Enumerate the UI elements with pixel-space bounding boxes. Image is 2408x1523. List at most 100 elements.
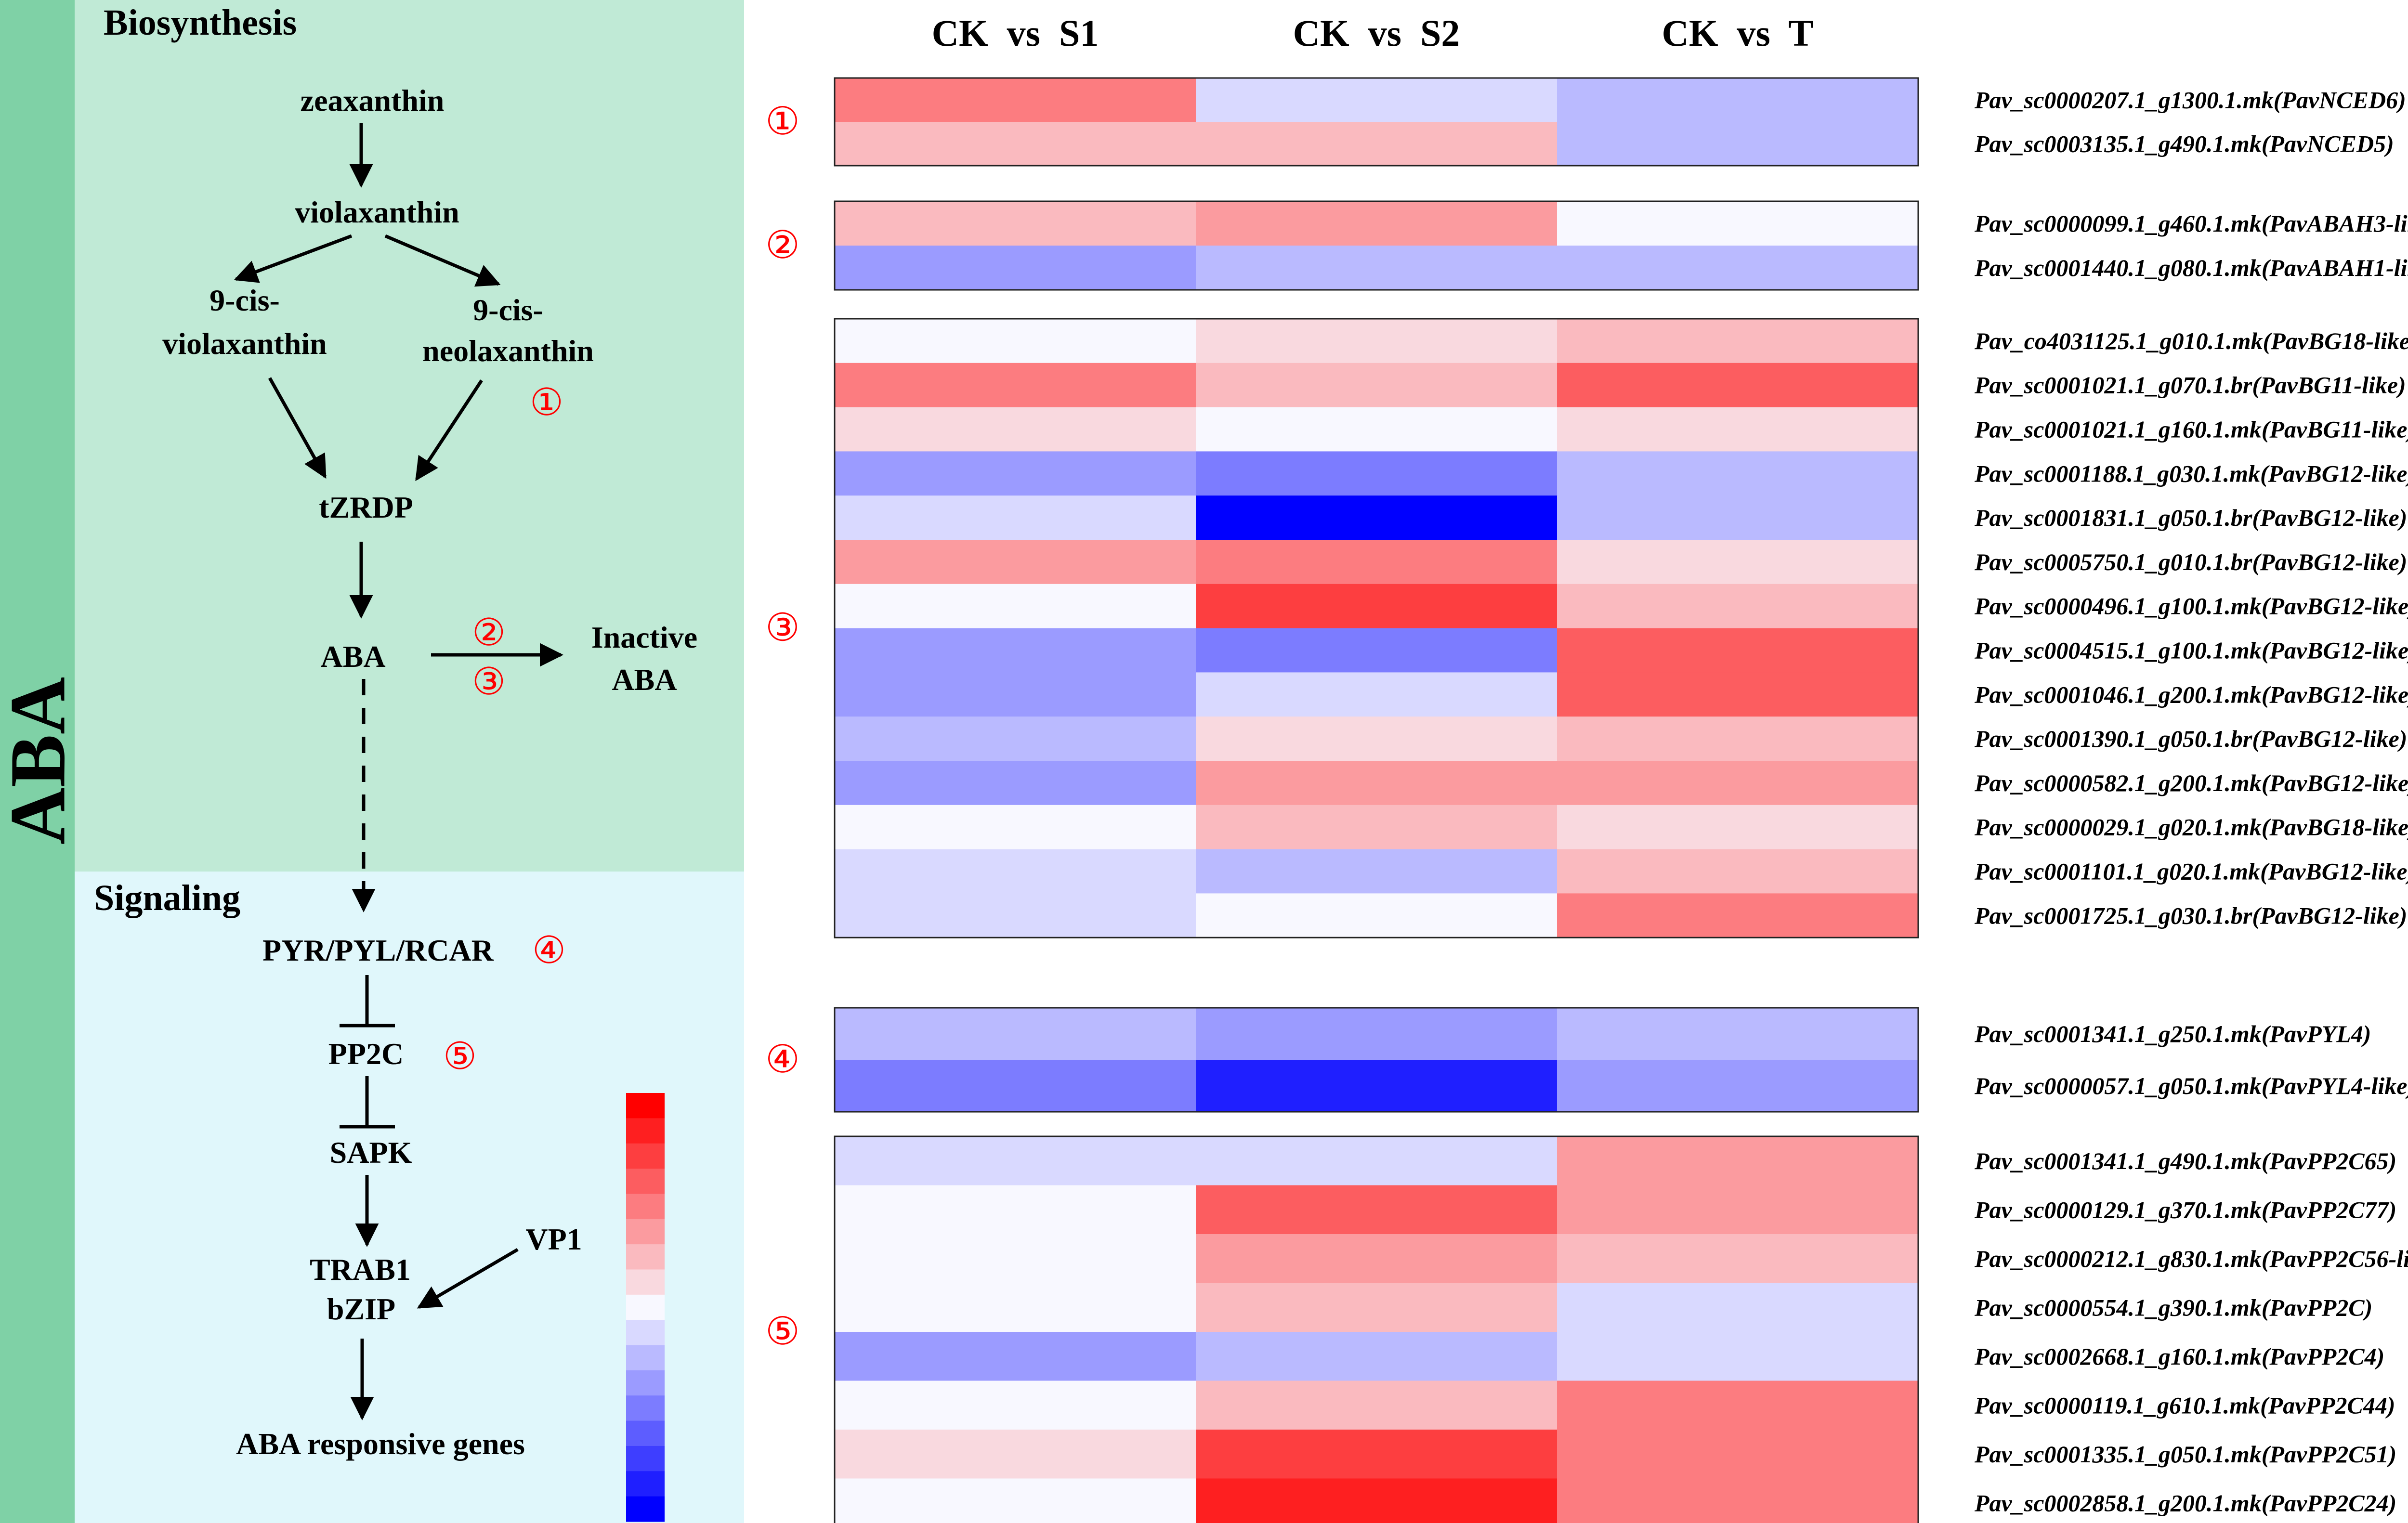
node-pyr-pyl-rcar: PYR/PYL/RCAR xyxy=(262,933,494,967)
gene-group-4: Pav_sc0001341.1_g250.1.mk(PavPYL4) Pav_sc… xyxy=(765,1007,2408,1113)
gene-label: Pav_sc0001725.1_g030.1.br(PavBG12-like) xyxy=(1974,902,2407,929)
heatmap-cell xyxy=(1196,1060,1557,1112)
gene-label: Pav_sc0001101.1_g020.1.mk(PavBG12-like) xyxy=(1974,858,2408,885)
biosynthesis-title: Biosynthesis xyxy=(104,2,297,43)
heatmap-cell xyxy=(1196,1008,1557,1060)
aba-side-bar xyxy=(0,0,75,1523)
heatmap-cell xyxy=(835,805,1196,850)
heatmap-cell xyxy=(835,319,1196,364)
legend-swatch xyxy=(626,1420,665,1446)
heatmap-cell xyxy=(1557,1380,1919,1430)
gene-label: Pav_sc0001021.1_g070.1.br(PavBG11-like) xyxy=(1974,372,2406,399)
gene-group-3: Pav_co4031125.1_g010.1.mk(PavBG18-like) P… xyxy=(765,318,2408,938)
node-9-cis-violaxanthin-line1: 9-cis- xyxy=(209,283,280,317)
gene-label: Pav_sc0000057.1_g050.1.mk(PavPYL4-like) xyxy=(1974,1072,2408,1099)
node-pp2c: PP2C xyxy=(328,1037,404,1071)
node-inactive-aba-line2: ABA xyxy=(612,663,677,697)
group-border xyxy=(834,1007,1919,1113)
gene-label: Pav_sc0003135.1_g490.1.mk(PavNCED5) xyxy=(1974,130,2394,157)
heatmap-cell xyxy=(1196,363,1557,408)
heatmap-cell xyxy=(1557,1185,1919,1235)
heatmap-cell xyxy=(1557,1430,1919,1479)
node-vp1: VP1 xyxy=(525,1222,582,1256)
gene-group-2: Pav_sc0000099.1_g460.1.mk(PavABAH3-like)… xyxy=(765,200,2408,291)
heatmap-cell xyxy=(835,716,1196,761)
gene-label: Pav_sc0001831.1_g050.1.br(PavBG12-like) xyxy=(1974,504,2407,531)
heatmap-cell xyxy=(1196,201,1557,246)
gene-label: Pav_sc0001341.1_g490.1.mk(PavPP2C65) xyxy=(1974,1147,2396,1174)
group-border xyxy=(834,1135,1919,1523)
heatmap-cell xyxy=(835,1283,1196,1332)
legend-swatch xyxy=(626,1118,665,1144)
heatmap-cell xyxy=(1557,893,1919,938)
gene-label: Pav_sc0004515.1_g100.1.mk(PavBG12-like) xyxy=(1974,637,2408,664)
gene-label: Pav_co4031125.1_g010.1.mk(PavBG18-like) xyxy=(1974,327,2408,354)
heatmap-cell xyxy=(1557,1234,1919,1284)
heatmap-cell xyxy=(1557,363,1919,408)
column-header-ck-vs-s1: CK vs S1 xyxy=(932,12,1099,54)
heatmap-cell xyxy=(1196,78,1557,122)
arrow-violaxanthin-9cis-neo xyxy=(384,234,501,287)
heatmap-cell xyxy=(835,893,1196,938)
heatmap-cell xyxy=(835,495,1196,540)
legend-swatch xyxy=(626,1395,665,1421)
node-violaxanthin: violaxanthin xyxy=(295,195,459,229)
heatmap-cell xyxy=(835,1478,1196,1523)
heatmap-cell xyxy=(1557,1283,1919,1332)
column-headers: CK vs S1 CK vs S2 CK vs T xyxy=(932,12,1814,54)
gene-label: Pav_sc0000029.1_g020.1.mk(PavBG18-like) xyxy=(1974,814,2408,841)
heatmap-cell xyxy=(1196,1283,1557,1332)
heatmap-cell xyxy=(1196,1136,1557,1186)
arrow-violaxanthin-9cis-viola xyxy=(234,234,353,283)
heatmap-cell xyxy=(835,363,1196,408)
gene-label: Pav_sc0002668.1_g160.1.mk(PavPP2C4) xyxy=(1974,1343,2384,1370)
gene-label: Pav_sc0000212.1_g830.1.mk(PavPP2C56-like… xyxy=(1974,1245,2408,1272)
gene-label: Pav_sc0002858.1_g200.1.mk(PavPP2C24) xyxy=(1974,1489,2396,1516)
legend-swatch xyxy=(626,1496,665,1522)
group-marker: ⑤ xyxy=(765,1311,800,1353)
gene-label: Pav_sc0001046.1_g200.1.mk(PavBG12-like) xyxy=(1974,681,2408,708)
group-border xyxy=(834,318,1919,938)
gene-label: Pav_sc0001335.1_g050.1.mk(PavPP2C51) xyxy=(1974,1441,2396,1468)
node-aba: ABA xyxy=(320,639,385,674)
group-marker: ① xyxy=(765,101,800,143)
gene-label: Pav_sc0001021.1_g160.1.mk(PavBG11-like) xyxy=(1974,416,2408,443)
gene-label: Pav_sc0000099.1_g460.1.mk(PavABAH3-like) xyxy=(1974,210,2408,237)
legend-swatch xyxy=(626,1320,665,1346)
heatmap-cell xyxy=(835,1185,1196,1235)
legend-swatch xyxy=(626,1194,665,1220)
heatmap-cell xyxy=(1196,584,1557,629)
heatmap-cell xyxy=(835,122,1196,166)
heatmap-cell xyxy=(835,201,1196,246)
heatmap-cell xyxy=(1196,849,1557,894)
legend-swatch xyxy=(626,1445,665,1471)
gene-label: Pav_sc0001188.1_g030.1.mk(PavBG12-like) xyxy=(1974,460,2408,487)
heatmap-cell xyxy=(1557,584,1919,629)
node-zeaxanthin: zeaxanthin xyxy=(301,83,445,117)
heatmap-cell xyxy=(835,761,1196,806)
group-marker: ④ xyxy=(765,1039,800,1081)
legend-swatch xyxy=(626,1294,665,1320)
heatmap-cell xyxy=(1196,1234,1557,1284)
gene-group-5: Pav_sc0001341.1_g490.1.mk(PavPP2C65) Pav_… xyxy=(765,1135,2408,1523)
column-header-ck-vs-t: CK vs T xyxy=(1662,12,1814,54)
legend-swatch xyxy=(626,1143,665,1169)
gene-label: Pav_sc0000119.1_g610.1.mk(PavPP2C44) xyxy=(1974,1392,2395,1419)
heatmap-cell xyxy=(835,1430,1196,1479)
gene-label: Pav_sc0001390.1_g050.1.br(PavBG12-like) xyxy=(1974,725,2407,752)
heatmap-cell xyxy=(835,1060,1196,1112)
heatmap: Pav_sc0000207.1_g1300.1.mk(PavNCED6) Pav_… xyxy=(765,77,2408,1523)
node-aba-responsive-genes: ABA responsive genes xyxy=(236,1427,525,1461)
group-border xyxy=(834,200,1919,291)
arrow-9cis-neo-tzrdp xyxy=(415,379,483,482)
node-9-cis-neolaxanthin-line1: 9-cis- xyxy=(473,293,543,327)
heatmap-cell xyxy=(835,78,1196,122)
heatmap-cell xyxy=(835,584,1196,629)
heatmap-cell xyxy=(835,672,1196,717)
heatmap-cell xyxy=(835,1008,1196,1060)
heatmap-cell xyxy=(1196,716,1557,761)
heatmap-cell xyxy=(835,1234,1196,1284)
node-tzrdp: tZRDP xyxy=(319,490,413,524)
node-bzip: bZIP xyxy=(327,1292,395,1326)
